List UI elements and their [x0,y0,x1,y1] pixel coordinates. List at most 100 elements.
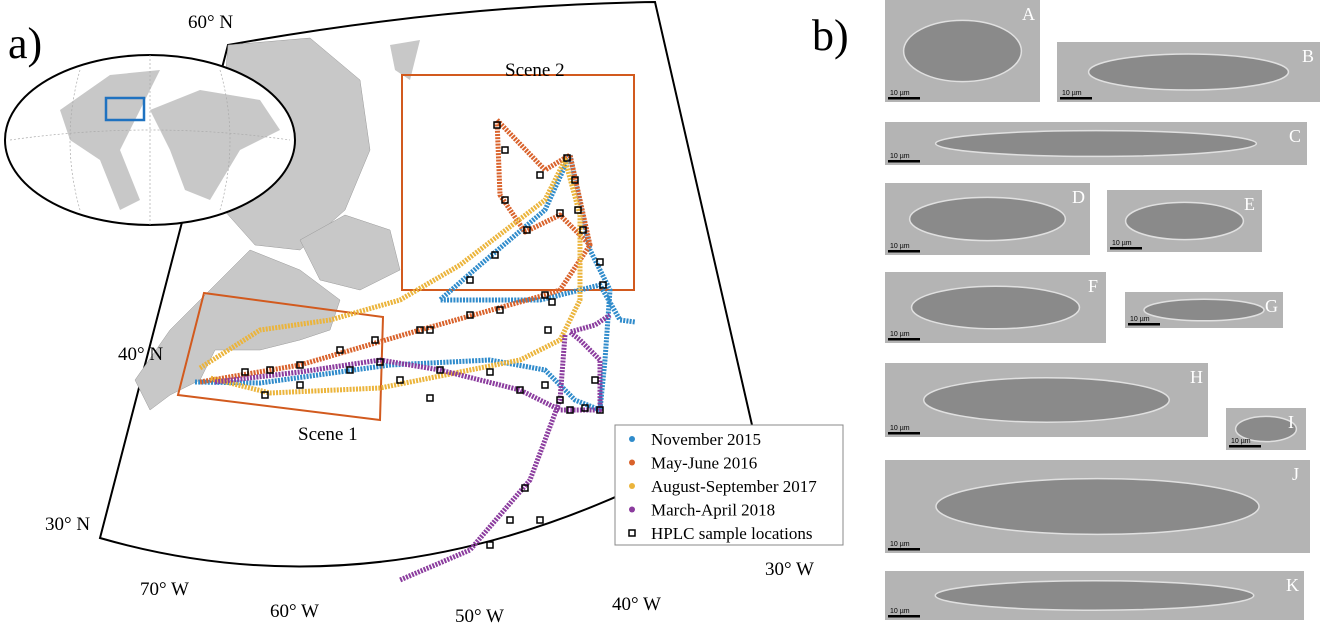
track [198,157,583,396]
image-letter: B [1302,46,1314,66]
hplc-marker [574,206,582,214]
legend-label: May-June 2016 [651,454,757,473]
hplc-marker [486,541,494,549]
hplc-marker [556,396,564,404]
lat-label: 60° N [188,12,233,33]
hplc-marker [266,366,274,374]
scale-bar [1128,323,1160,326]
legend-swatch [629,506,635,513]
hplc-marker [516,386,524,394]
hplc-marker [493,121,501,129]
cell [923,377,1170,423]
hplc-marker [541,381,549,389]
inset-globe [4,54,296,226]
image-letter: G [1265,296,1278,316]
panel-a: a) 60° N 40° N 30° N 70° W 60° W 50° W 40° W 30… [4,0,844,625]
hplc-marker [426,326,434,334]
panel-label: a) [8,19,42,68]
scale-label: 10 µm [890,425,910,432]
image-letter: H [1190,367,1203,387]
hplc-marker [591,376,599,384]
land [390,40,420,80]
scale-label: 10 µm [890,331,910,338]
scale-bar [888,615,920,618]
hplc-marker [491,251,499,259]
hplc-marker [536,171,544,179]
scale-label: 10 µm [890,90,910,97]
hplc-marker [556,209,564,217]
scale-bar [888,432,920,435]
scale-bar [888,97,920,100]
image-letter: A [1022,4,1035,24]
lat-label: 40° N [118,344,163,365]
cell [934,580,1255,611]
hplc-marker [241,368,249,376]
hplc-marker [296,361,304,369]
lon-label: 50° W [455,606,504,625]
land [134,249,341,411]
hplc-marker [466,276,474,284]
hplc-marker [596,258,604,266]
lon-label: 30° W [765,559,814,580]
legend-swatch [629,436,635,442]
hplc-marker [581,404,589,412]
hplc-marker [496,306,504,314]
image-letter: D [1072,187,1085,207]
hplc-marker [536,516,544,524]
hplc-marker [579,226,587,234]
hplc-marker [541,291,549,299]
hplc-marker [544,326,552,334]
hplc-marker [416,326,424,334]
hplc-marker [599,281,607,289]
lon-label: 40° W [612,594,661,615]
hplc-marker [563,154,571,162]
land [299,214,401,291]
scene-label: Scene 2 [505,60,565,81]
legend-swatch [629,483,635,489]
legend-label: November 2015 [651,430,761,449]
scale-bar [888,338,920,341]
panel-label: b) [812,11,849,60]
legend-box [614,424,844,546]
scale-label: 10 µm [1130,316,1150,323]
scale-label: 10 µm [1231,438,1251,445]
lat-label: 30° N [45,514,90,535]
lon-label: 60° W [270,601,319,622]
hplc-marker [501,146,509,154]
cell [908,196,1067,242]
hplc-marker [396,376,404,384]
legend-swatch [628,529,636,537]
scale-bar [1229,445,1261,448]
hplc-marker [436,366,444,374]
hplc-marker [596,406,604,414]
hplc-marker [336,346,344,354]
image-letter: K [1286,575,1299,595]
hplc-marker [371,336,379,344]
legend-label: March-April 2018 [651,501,775,520]
cell [1124,201,1245,241]
cell [934,129,1258,158]
hplc-marker [296,381,304,389]
legend: November 2015 May-June 2016 August-Septemb… [614,424,844,546]
hplc-marker [571,176,579,184]
scale-label: 10 µm [890,153,910,160]
hplc-marker [566,406,574,414]
hplc-marker [548,298,556,306]
legend-swatch [629,459,635,466]
image-letter: J [1292,464,1299,484]
track [194,152,636,413]
scale-bar [1060,97,1092,100]
image-letter: C [1289,126,1301,146]
hplc-marker [521,484,529,492]
cell [1087,53,1290,91]
image-letter: E [1244,194,1255,214]
hplc-marker [501,196,509,204]
axis-labels: 60° N 40° N 30° N 70° W 60° W 50° W 40° W 30° W [45,12,814,625]
cell [902,19,1023,83]
scale-bar [888,250,920,253]
cell [1234,415,1298,443]
cell [1143,298,1265,322]
scene-box [176,291,385,422]
micrographs: A 10 µm B 10 µm C 10 µm D 10 µm E 10 µm F 10 µm G 10 … [885,0,1320,620]
